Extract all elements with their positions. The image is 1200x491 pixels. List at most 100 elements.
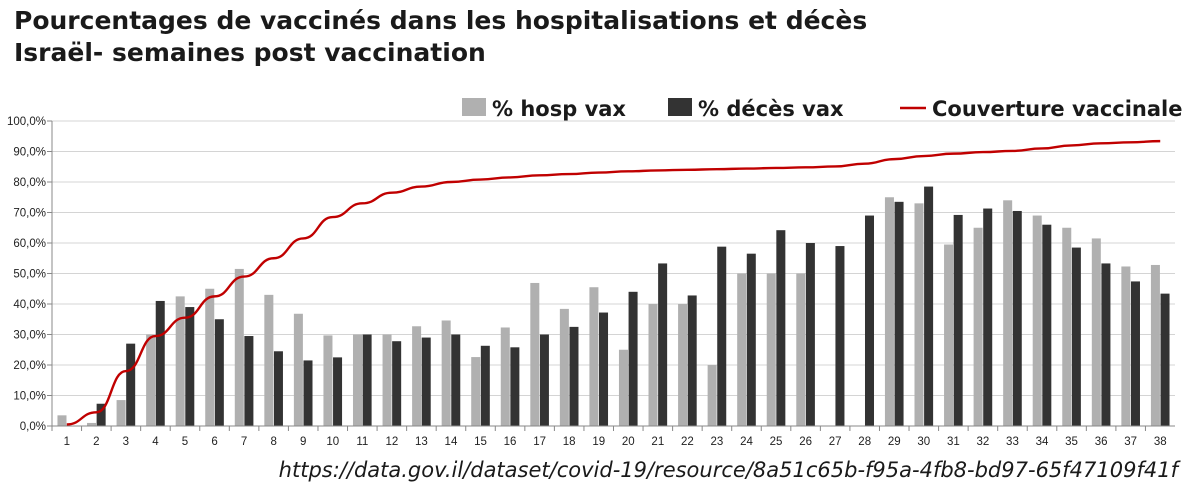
legend-label: Couverture vaccinale [932,97,1183,121]
bar-deces-vax [805,243,815,426]
x-tick-label: 13 [415,436,428,448]
bar-hosp-vax [175,296,185,426]
x-tick-label: 18 [563,436,576,448]
x-tick-label: 19 [592,436,605,448]
bar-deces-vax [303,360,313,426]
x-tick-label: 5 [182,436,188,448]
bar-hosp-vax [293,313,303,426]
bar-hosp-vax [1091,238,1101,426]
source-url: https://data.gov.il/dataset/covid-19/res… [278,458,1178,482]
chart-subtitle: Israël- semaines post vaccination [14,38,486,67]
bar-hosp-vax [1062,227,1072,426]
bar-hosp-vax [530,282,540,426]
x-tick-label: 32 [977,436,990,448]
y-tick-label: 30,0% [13,330,46,342]
x-tick-label: 21 [651,436,664,448]
bars [57,186,1170,426]
bar-deces-vax [1160,293,1170,426]
bar-hosp-vax [618,349,628,426]
bar-hosp-vax [973,227,983,426]
bar-deces-vax [1130,281,1140,426]
x-tick-label: 20 [622,436,635,448]
bar-hosp-vax [352,334,363,426]
bar-deces-vax [333,357,343,426]
bar-deces-vax [717,246,727,426]
x-tick-label: 1 [64,436,70,448]
bar-deces-vax [746,253,756,426]
x-tick-label: 14 [445,436,458,448]
axes: 0,0% 10,0% 20,0% 30,0% 40,0% 50,0% 60,0% 70,0% 8… [7,116,1175,448]
x-tick-label: 7 [241,436,247,448]
bar-deces-vax [1042,224,1052,426]
bar-hosp-vax [1032,215,1042,426]
bar-hosp-vax [1003,200,1013,426]
y-tick-label: 90,0% [13,147,46,159]
bar-hosp-vax [382,334,392,426]
bar-hosp-vax [116,400,126,426]
y-tick-label: 40,0% [13,299,46,311]
bar-hosp-vax [648,304,658,426]
x-tick-label: 23 [711,436,724,448]
x-tick-label: 30 [917,436,930,448]
bar-deces-vax [126,343,136,426]
x-tick-label: 12 [385,436,398,448]
legend-label: % décès vax [698,97,844,121]
bar-hosp-vax [707,365,717,426]
bar-deces-vax [362,334,372,426]
bar-hosp-vax [146,334,156,426]
bar-deces-vax [451,334,461,426]
x-tick-label: 36 [1095,436,1108,448]
bar-hosp-vax [471,357,481,426]
legend-swatch [462,98,486,116]
y-tick-label: 10,0% [13,391,46,403]
legend-label: % hosp vax [492,97,626,121]
bar-deces-vax [421,337,431,426]
bar-hosp-vax [737,273,747,426]
x-tick-label: 22 [681,436,694,448]
bar-hosp-vax [559,308,569,426]
coverage-line [66,139,1161,426]
chart-title: Pourcentages de vaccinés dans les hospit… [14,6,868,35]
bar-deces-vax [392,341,402,426]
x-tick-label: 25 [770,436,783,448]
x-tick-label: 6 [211,436,217,448]
bar-deces-vax [185,307,195,426]
bar-hosp-vax [944,244,954,426]
bar-hosp-vax [796,273,806,426]
x-tick-label: 37 [1124,436,1137,448]
x-tick-label: 10 [326,436,339,448]
bar-deces-vax [658,263,668,426]
bar-hosp-vax [884,197,894,426]
y-tick-label: 0,0% [20,421,46,433]
x-tick-label: 15 [474,436,487,448]
x-tick-label: 35 [1065,436,1078,448]
bar-hosp-vax [678,304,688,426]
bar-hosp-vax [766,273,776,426]
bar-hosp-vax [323,335,333,426]
bar-deces-vax [1012,210,1022,426]
y-tick-label: 50,0% [13,269,46,281]
x-tick-label: 34 [1036,436,1049,448]
x-tick-label: 26 [799,436,812,448]
bar-deces-vax [214,319,224,426]
bar-deces-vax [953,214,963,426]
bar-hosp-vax [1150,264,1160,426]
bar-hosp-vax [500,327,510,426]
y-tick-label: 80,0% [13,177,46,189]
x-tick-label: 2 [93,436,99,448]
x-tick-label: 24 [740,436,753,448]
bar-deces-vax [687,295,697,426]
coverage-line-group [66,139,1161,426]
x-tick-label: 31 [947,436,960,448]
bar-hosp-vax [412,326,422,426]
bar-deces-vax [599,312,609,426]
bar-deces-vax [155,300,165,426]
bar-hosp-vax [264,294,274,426]
bar-deces-vax [835,246,845,426]
bar-hosp-vax [589,287,599,426]
bar-deces-vax [480,345,490,426]
bar-deces-vax [96,403,106,426]
y-tick-label: 70,0% [13,208,46,220]
bar-hosp-vax [914,203,924,426]
